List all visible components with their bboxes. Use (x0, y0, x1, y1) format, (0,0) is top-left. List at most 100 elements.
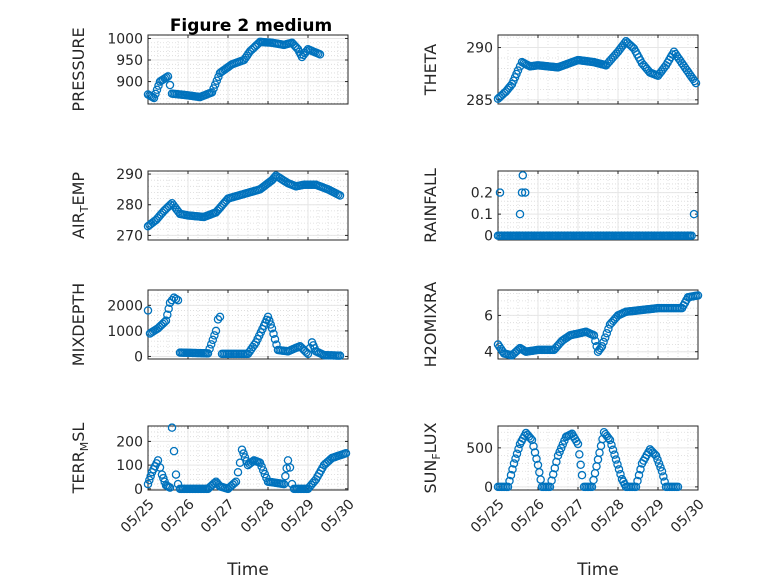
data-point (143, 306, 153, 315)
data-point (589, 475, 598, 485)
subplot-sun_flux: 0 500 05/25 05/26 05/27 05/28 05/29 05/30 Time SU… (421, 422, 708, 580)
x-axis-label: Time (226, 560, 269, 580)
data-point (303, 349, 313, 359)
x-tick-label: 05/27 (548, 496, 588, 536)
data-point (267, 324, 277, 333)
data-point (600, 333, 610, 342)
data-point (145, 475, 154, 485)
x-tick-label: 05/25 (118, 496, 158, 536)
y-tick-label: 500 (466, 441, 493, 457)
x-tick-label: 05/27 (198, 496, 238, 536)
subplot-rainfall: 0 0.1 0.2 RAINFALL (421, 168, 699, 245)
axes-box (147, 170, 349, 241)
data-point (611, 455, 621, 464)
data-point (689, 209, 699, 219)
x-tick-label: 05/25 (468, 496, 508, 536)
data-point (517, 188, 527, 197)
data-point (530, 448, 540, 457)
data-point (591, 336, 600, 346)
data-point (163, 310, 172, 319)
data-point (608, 445, 618, 455)
y-axis-label: AIRTEMP (69, 172, 91, 239)
data-point (513, 66, 523, 75)
data-point (657, 467, 667, 476)
data-point (173, 295, 183, 305)
data-point (160, 317, 169, 327)
data-point (161, 316, 171, 325)
data-point (167, 295, 177, 305)
data-point (495, 188, 505, 197)
data-point (535, 468, 544, 477)
data-point (335, 351, 345, 360)
y-tick-label: 0 (134, 349, 143, 365)
data-point (233, 467, 243, 477)
data-point (595, 448, 604, 457)
data-point (207, 88, 217, 97)
data-point (526, 434, 535, 443)
data-point (171, 294, 181, 304)
data-point (527, 435, 537, 445)
data-point (506, 470, 516, 480)
axes-box (147, 289, 349, 360)
y-tick-label: 4 (484, 345, 493, 361)
data-point (341, 449, 351, 458)
x-tick-label: 05/28 (588, 496, 628, 536)
axes-box (497, 425, 699, 491)
y-tick-label: 6 (484, 308, 493, 324)
data-point (532, 454, 541, 464)
x-tick-label: 05/26 (158, 496, 198, 536)
data-point (258, 466, 268, 475)
y-tick-label: 1000 (107, 31, 143, 47)
data-point (269, 329, 278, 339)
data-point (163, 72, 173, 81)
data-point (208, 335, 218, 345)
y-tick-label: 0 (484, 480, 493, 496)
data-point (613, 460, 622, 469)
x-tick-label: 05/26 (508, 496, 548, 536)
data-point (270, 334, 280, 344)
data-point (573, 439, 583, 449)
data-point (512, 449, 522, 458)
data-point (166, 200, 175, 209)
data-point (690, 76, 699, 86)
data-point (171, 470, 181, 479)
data-point (605, 435, 615, 445)
y-tick-label: 950 (116, 53, 143, 69)
x-tick-label: 05/29 (628, 496, 668, 536)
data-point (292, 43, 301, 52)
data-point (654, 459, 664, 468)
data-point (693, 291, 703, 300)
y-tick-label: 290 (116, 167, 143, 183)
data-point (651, 451, 661, 460)
data-point (691, 78, 701, 88)
data-point (165, 80, 175, 90)
axes-box (497, 289, 699, 360)
data-point (210, 80, 220, 89)
y-axis-label: SUNFLUX (421, 422, 443, 493)
data-point (503, 482, 513, 492)
x-tick-label: 05/30 (318, 496, 358, 536)
subplot-h2omixra: 4 6 H2OMIXRA (421, 282, 703, 367)
data-point (143, 479, 153, 489)
y-tick-label: 0.2 (471, 186, 493, 202)
data-point (653, 455, 662, 464)
data-point (597, 342, 607, 351)
x-tick-label: 05/30 (668, 496, 708, 536)
data-point (231, 477, 241, 486)
data-point (616, 469, 625, 479)
x-axis-label: Time (576, 560, 619, 580)
data-point (167, 423, 177, 432)
y-tick-label: 280 (116, 198, 143, 214)
data-point (520, 188, 530, 197)
data-point (205, 344, 214, 354)
data-point (687, 231, 696, 240)
y-axis-label: MIXDEPTH (69, 283, 88, 366)
data-point (518, 171, 528, 180)
subplot-air_temp: 270 280 290 AIRTEMP (69, 167, 349, 244)
data-point (211, 326, 221, 336)
data-point (659, 472, 668, 481)
y-axis-label: RAINFALL (421, 168, 440, 243)
data-point (631, 482, 641, 492)
data-point (509, 459, 519, 468)
data-point (266, 320, 275, 329)
